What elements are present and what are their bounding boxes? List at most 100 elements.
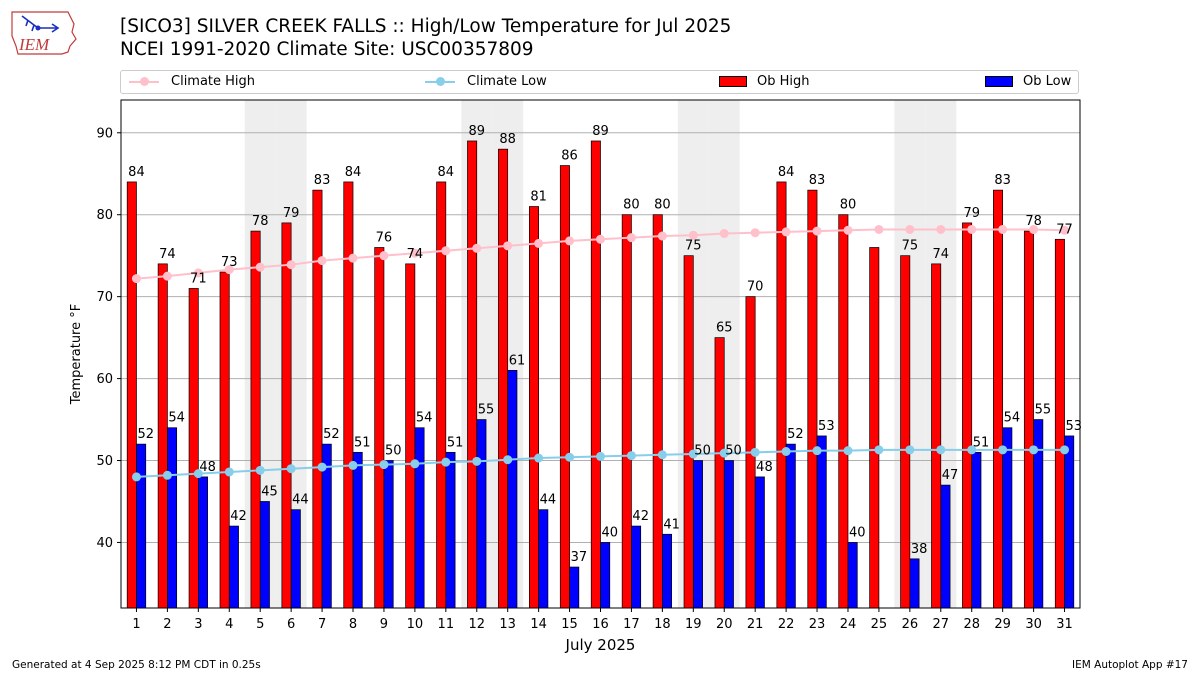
x-tick-label: 15 xyxy=(561,617,578,632)
x-tick-label: 11 xyxy=(438,617,455,632)
x-tick-label: 23 xyxy=(809,617,826,632)
climate-low-point xyxy=(998,445,1008,455)
climate-high-point xyxy=(131,274,141,284)
climate-low-point xyxy=(131,472,141,482)
ob-high-label: 75 xyxy=(902,239,919,254)
ob-low-label: 38 xyxy=(911,542,928,557)
x-tick-label: 25 xyxy=(871,617,888,632)
ob-low-bar xyxy=(538,509,549,609)
climate-low-point xyxy=(348,460,358,470)
app-credit: IEM Autoplot App #17 xyxy=(1072,659,1188,671)
ob-high-bar xyxy=(869,247,880,609)
ob-high-bar xyxy=(807,189,818,609)
climate-high-point xyxy=(967,224,977,234)
logo-text: IEM xyxy=(18,35,50,54)
ob-low-label: 54 xyxy=(416,411,433,426)
x-axis-label: July 2025 xyxy=(565,636,636,654)
climate-high-point xyxy=(596,234,605,244)
legend-ob-high-label: Ob High xyxy=(757,74,810,89)
ob-high-label: 83 xyxy=(994,173,1011,188)
climate-high-point xyxy=(905,224,915,234)
y-axis-ticks: 40 50 60 70 80 90 xyxy=(96,126,121,551)
climate-high-point xyxy=(224,265,234,275)
climate-high-point xyxy=(1029,224,1039,234)
climate-low-point xyxy=(812,446,822,456)
climate-low-point xyxy=(596,451,605,461)
climate-low-point xyxy=(688,449,698,459)
ob-low-bar xyxy=(909,558,920,609)
climate-low-point xyxy=(936,445,946,455)
climate-low-point xyxy=(657,450,667,460)
legend-ob-high-patch xyxy=(719,76,747,87)
climate-low-point xyxy=(626,451,636,461)
ob-low-label: 53 xyxy=(818,419,835,434)
ob-high-label: 80 xyxy=(654,198,671,213)
ob-high-bar xyxy=(157,263,168,609)
ob-low-label: 51 xyxy=(447,435,464,450)
ob-low-label: 52 xyxy=(787,427,804,442)
y-tick-label: 40 xyxy=(96,536,113,551)
climate-low-point xyxy=(874,445,884,455)
ob-high-label: 86 xyxy=(561,149,578,164)
x-tick-label: 1 xyxy=(132,617,140,632)
ob-high-bar xyxy=(1054,238,1065,609)
ob-high-label: 71 xyxy=(190,271,207,286)
weather-station-icon xyxy=(21,15,60,33)
climate-high-point xyxy=(874,224,884,234)
iowa-outline xyxy=(11,11,77,55)
ob-high-label: 79 xyxy=(963,206,980,221)
chart-subtitle: NCEI 1991-2020 Climate Site: USC00357809 xyxy=(120,39,534,60)
ob-high-bar xyxy=(126,181,137,609)
ob-low-bar xyxy=(847,542,858,609)
x-tick-label: 19 xyxy=(685,617,702,632)
x-tick-label: 8 xyxy=(349,617,357,632)
ob-high-bar xyxy=(714,337,725,609)
ob-low-bar xyxy=(785,443,796,609)
ob-low-label: 50 xyxy=(385,444,402,459)
ob-low-bar xyxy=(197,476,208,609)
ob-low-label: 40 xyxy=(602,525,619,540)
legend-climate-low-label: Climate Low xyxy=(467,74,547,89)
x-tick-label: 22 xyxy=(778,617,795,632)
ob-high-label: 84 xyxy=(128,165,145,180)
ob-low-bar xyxy=(290,509,301,609)
ob-high-label: 75 xyxy=(685,239,702,254)
ob-high-bar xyxy=(312,189,323,609)
climate-low-point xyxy=(472,456,482,466)
x-tick-label: 6 xyxy=(287,617,295,632)
ob-low-bar xyxy=(816,435,827,609)
climate-low-point xyxy=(503,455,513,465)
ob-high-bar xyxy=(559,165,570,609)
ob-high-label: 80 xyxy=(840,198,857,213)
ob-high-label: 83 xyxy=(809,173,826,188)
bars xyxy=(126,140,1075,609)
ob-low-bar xyxy=(228,525,239,609)
climate-high-point xyxy=(936,224,946,234)
ob-low-label: 44 xyxy=(540,493,557,508)
climate-low-point xyxy=(410,459,420,469)
x-tick-label: 24 xyxy=(840,617,857,632)
ob-high-label: 84 xyxy=(345,165,362,180)
x-tick-label: 26 xyxy=(902,617,919,632)
climate-high-point xyxy=(441,246,451,256)
ob-low-bar xyxy=(507,370,518,609)
ob-low-label: 51 xyxy=(354,435,371,450)
legend-climate-high-label: Climate High xyxy=(171,74,256,89)
ob-high-bar xyxy=(900,255,911,609)
ob-high-bar xyxy=(683,255,694,609)
climate-high-point xyxy=(688,230,698,240)
legend-ob-low-label: Ob Low xyxy=(1023,74,1072,89)
x-tick-label: 14 xyxy=(530,617,547,632)
ob-high-bar xyxy=(281,222,292,609)
x-tick-label: 18 xyxy=(654,617,671,632)
ob-low-bar xyxy=(259,501,270,609)
climate-high-point xyxy=(1060,225,1070,235)
climate-high-point xyxy=(534,238,544,248)
x-tick-label: 9 xyxy=(380,617,388,632)
climate-high-point xyxy=(503,241,513,251)
climate-low-point xyxy=(255,465,265,475)
ob-low-label: 42 xyxy=(230,509,247,524)
climate-high-point xyxy=(626,233,636,243)
ob-high-label: 83 xyxy=(314,173,331,188)
climate-high-point xyxy=(719,229,729,239)
